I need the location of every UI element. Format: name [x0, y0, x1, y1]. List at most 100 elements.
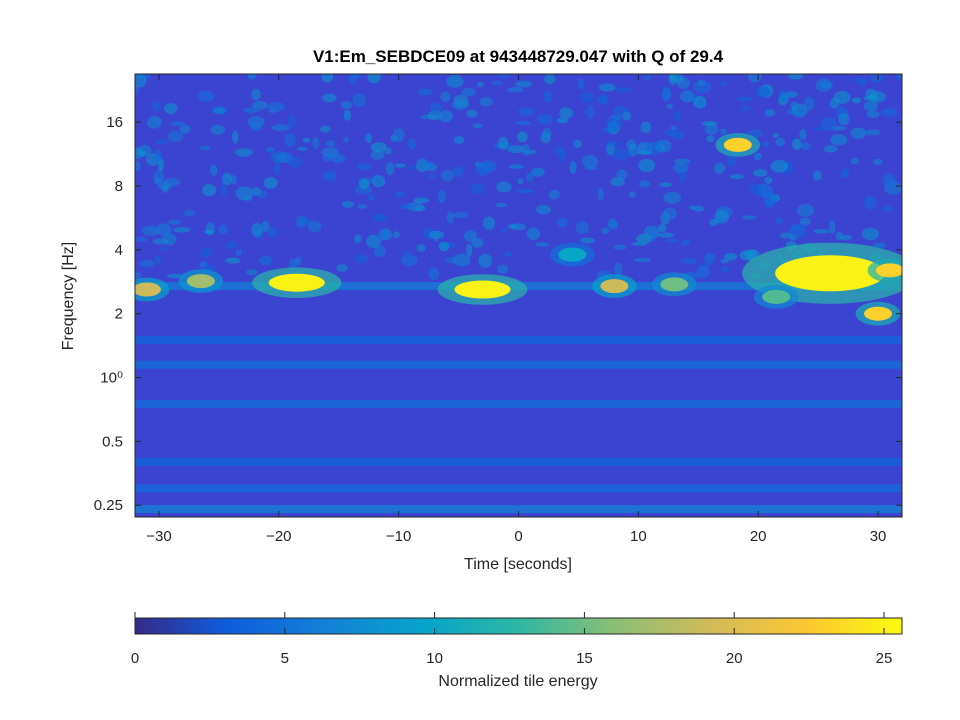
texture-blob — [354, 254, 369, 264]
texture-blob — [341, 201, 354, 208]
texture-blob — [437, 189, 446, 204]
texture-blob — [779, 232, 794, 239]
texture-blob — [320, 125, 331, 133]
texture-blob — [370, 142, 387, 153]
texture-blob — [811, 126, 824, 131]
texture-blob — [720, 128, 727, 135]
texture-blob — [322, 93, 337, 103]
texture-blob — [536, 205, 552, 215]
texture-blob — [604, 141, 622, 147]
texture-blob — [772, 133, 780, 139]
texture-blob — [544, 74, 556, 85]
texture-blob — [464, 230, 477, 242]
texture-blob — [657, 224, 667, 233]
texture-blob — [401, 254, 418, 266]
texture-blob — [557, 217, 568, 228]
texture-blob — [261, 220, 270, 232]
texture-blob — [466, 243, 473, 257]
texture-blob — [516, 121, 532, 126]
texture-blob — [643, 225, 660, 240]
texture-blob — [296, 146, 309, 151]
y-tick-label: 8 — [115, 178, 123, 195]
texture-blob — [477, 82, 484, 88]
texture-blob — [754, 86, 771, 98]
texture-blob — [135, 236, 148, 242]
texture-blob — [743, 249, 760, 257]
texture-blob — [394, 163, 406, 168]
texture-blob — [275, 152, 293, 164]
texture-blob — [202, 184, 217, 197]
texture-blob — [367, 74, 381, 84]
texture-blob — [812, 170, 822, 181]
energy-band — [135, 484, 902, 493]
texture-blob — [607, 217, 617, 229]
texture-blob — [428, 230, 444, 239]
colorbar-ticks: 0 5 10 15 20 25 — [131, 612, 892, 667]
texture-blob — [778, 90, 789, 101]
texture-blob — [586, 105, 595, 119]
texture-blob — [764, 109, 776, 117]
texture-blob — [882, 205, 894, 212]
texture-blob — [828, 220, 836, 234]
texture-blob — [478, 253, 493, 268]
texture-blob — [218, 224, 228, 235]
texture-blob — [235, 249, 243, 257]
texture-blob — [358, 178, 370, 190]
texture-blob — [556, 117, 569, 124]
texture-blob — [581, 154, 599, 168]
texture-blob — [246, 269, 258, 276]
y-tick-label: 10⁰ — [100, 370, 123, 387]
texture-blob — [673, 158, 691, 165]
texture-blob — [580, 237, 595, 244]
energy-band — [135, 400, 902, 408]
colorbar-label: Normalized tile energy — [438, 673, 597, 690]
plot-area — [134, 73, 903, 518]
texture-blob — [670, 125, 678, 131]
hotspot — [660, 277, 689, 292]
texture-blob — [294, 256, 302, 266]
texture-blob — [720, 266, 730, 273]
texture-blob — [251, 187, 262, 196]
texture-blob — [515, 80, 533, 88]
texture-blob — [473, 123, 483, 129]
y-tick-label: 0.5 — [102, 433, 123, 450]
texture-blob — [438, 110, 453, 123]
texture-blob — [252, 101, 268, 110]
texture-blob — [866, 110, 880, 119]
texture-blob — [639, 180, 650, 188]
texture-blob — [720, 81, 729, 86]
texture-blob — [864, 196, 877, 210]
texture-blob — [701, 121, 718, 126]
texture-blob — [331, 154, 346, 163]
texture-blob — [865, 129, 881, 136]
texture-blob — [147, 115, 162, 129]
hotspot — [135, 282, 161, 297]
texture-blob — [471, 183, 484, 195]
texture-blob — [616, 169, 628, 180]
hotspot — [762, 289, 791, 304]
texture-blob — [197, 90, 215, 102]
texture-blob — [326, 140, 335, 147]
texture-blob — [352, 93, 366, 108]
hotspot — [558, 247, 587, 262]
texture-blob — [507, 87, 524, 93]
texture-blob — [497, 264, 509, 274]
texture-blob — [267, 226, 278, 238]
texture-blob — [446, 75, 464, 88]
texture-blob — [575, 221, 590, 234]
texture-blob — [729, 174, 745, 180]
texture-blob — [235, 186, 254, 201]
texture-blob — [225, 241, 238, 249]
texture-blob — [674, 111, 682, 122]
texture-blob — [850, 77, 868, 83]
texture-blob — [230, 174, 237, 185]
texture-blob — [247, 74, 257, 80]
texture-blob — [183, 210, 196, 217]
texture-blob — [577, 78, 585, 90]
texture-blob — [714, 210, 730, 224]
texture-blob — [453, 135, 465, 145]
texture-blob — [348, 74, 358, 84]
texture-blob — [220, 183, 227, 198]
texture-blob — [861, 227, 880, 241]
